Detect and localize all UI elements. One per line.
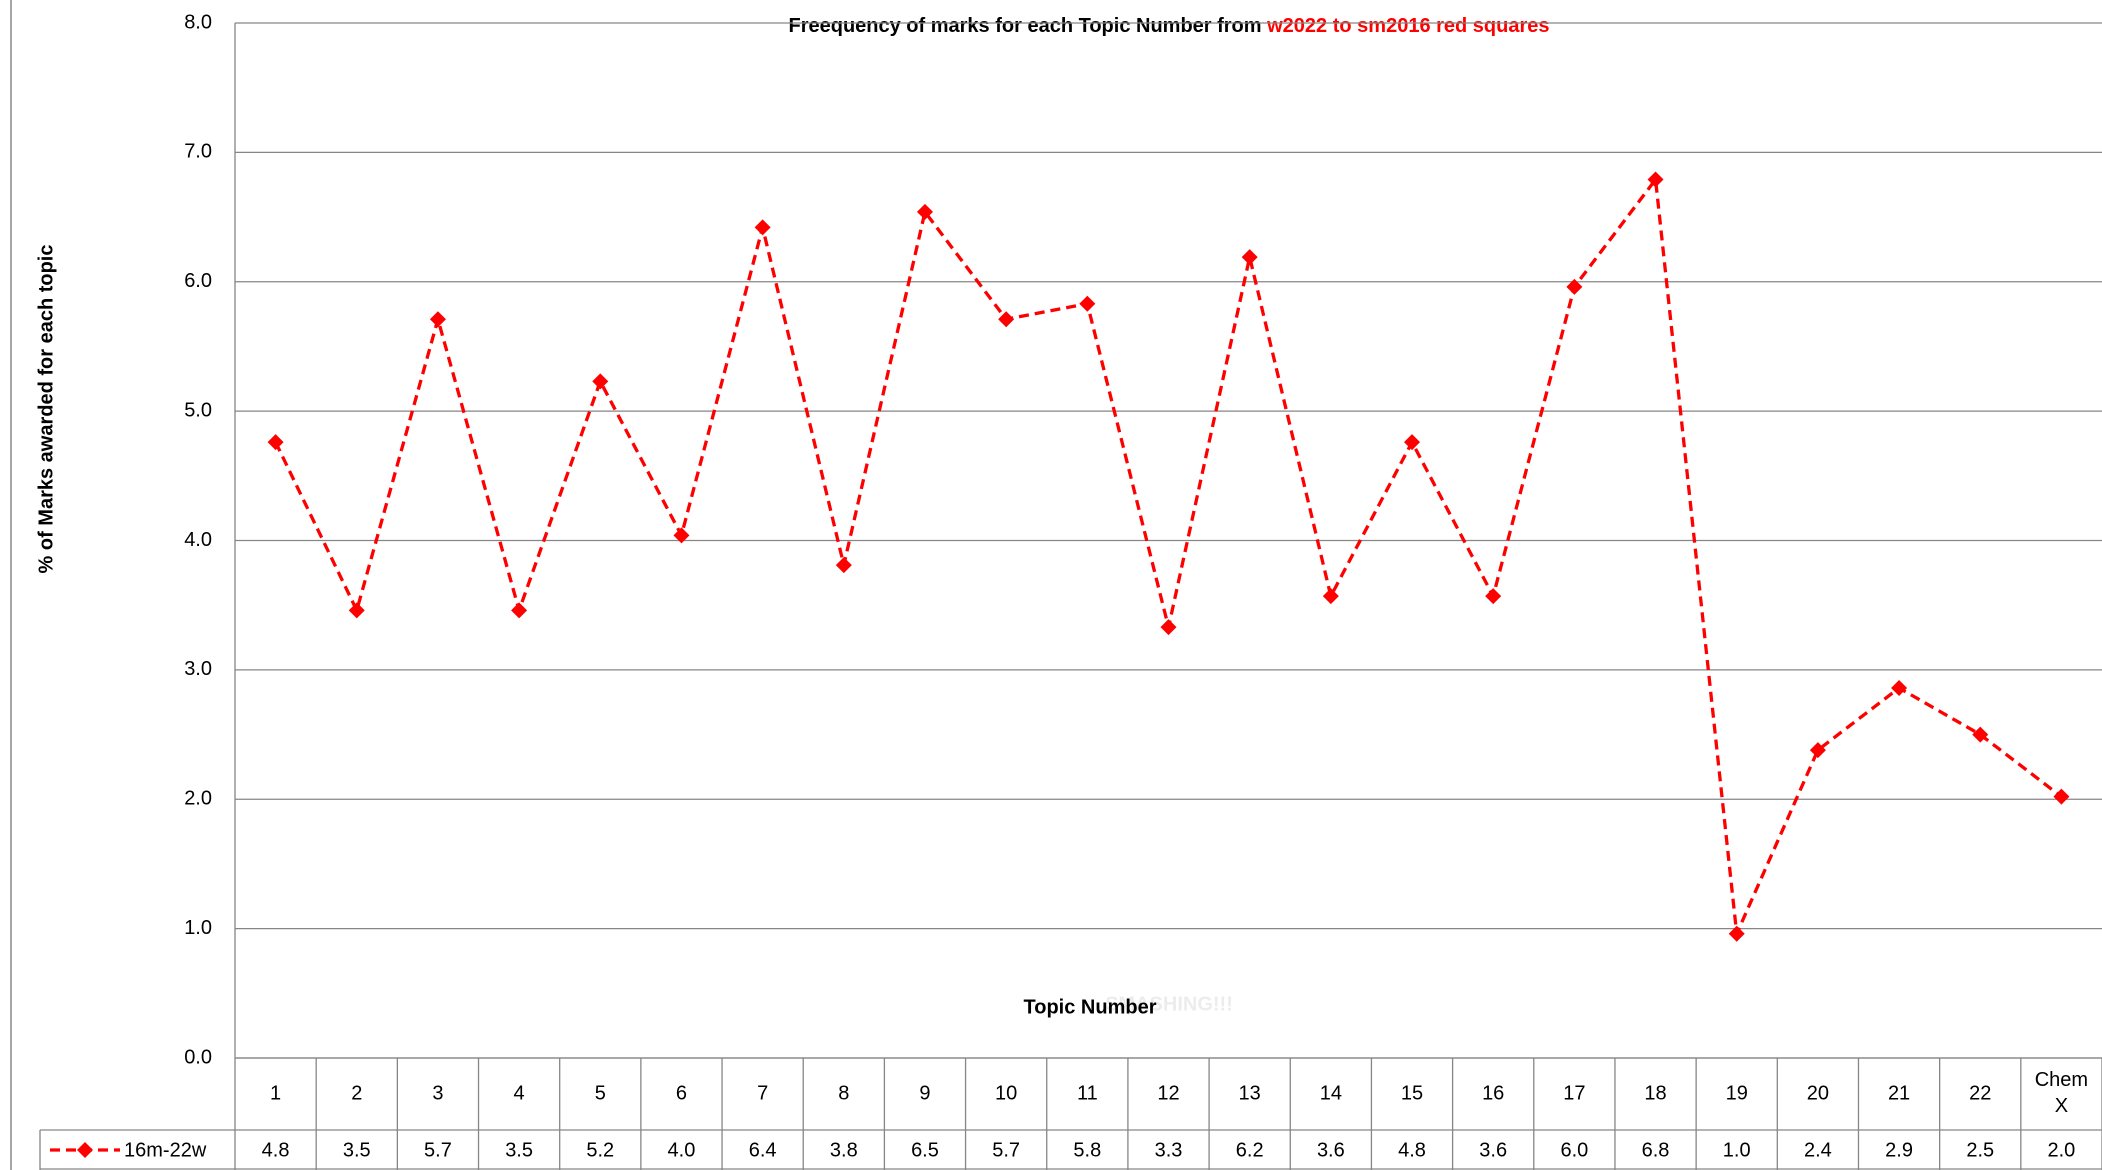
data-marker	[511, 602, 527, 618]
x-tick-label: 8	[838, 1082, 849, 1104]
x-tick-label: 7	[757, 1082, 768, 1104]
x-tick-label: 20	[1807, 1082, 1829, 1104]
value-label: 6.2	[1236, 1139, 1264, 1161]
y-tick-label: 8.0	[184, 11, 212, 33]
value-label: 5.7	[992, 1139, 1020, 1161]
x-tick-label: 18	[1644, 1082, 1666, 1104]
data-marker	[998, 311, 1014, 327]
legend-marker	[77, 1142, 93, 1158]
x-tick-label: 11	[1077, 1082, 1098, 1104]
value-label: 3.5	[343, 1139, 371, 1161]
y-tick-label: 2.0	[184, 788, 212, 810]
x-tick-label: 16	[1482, 1082, 1504, 1104]
value-label: 2.0	[2048, 1139, 2076, 1161]
x-tick-label: 21	[1888, 1082, 1910, 1104]
x-tick-label: 9	[919, 1082, 930, 1104]
data-marker	[2053, 789, 2069, 805]
y-tick-label: 7.0	[184, 141, 212, 163]
value-label: 6.4	[749, 1139, 777, 1161]
data-line	[276, 180, 2062, 934]
y-tick-label: 0.0	[184, 1046, 212, 1068]
value-label: 2.9	[1885, 1139, 1913, 1161]
value-label: 5.8	[1073, 1139, 1101, 1161]
data-marker	[430, 311, 446, 327]
data-marker	[1079, 296, 1095, 312]
x-tick-label: 1	[270, 1082, 281, 1104]
y-tick-label: 6.0	[184, 270, 212, 292]
value-label: 4.0	[668, 1139, 696, 1161]
x-tick-label: 6	[676, 1082, 687, 1104]
title-highlight: w2022 to sm2016 red squares	[1266, 15, 1549, 37]
value-label: 5.2	[586, 1139, 614, 1161]
x-tick-label: 2	[351, 1082, 362, 1104]
data-marker	[755, 219, 771, 235]
y-tick-label: 1.0	[184, 917, 212, 939]
x-tick-label: 10	[995, 1082, 1017, 1104]
value-label: 1.0	[1723, 1139, 1751, 1161]
x-tick-label: 3	[432, 1082, 443, 1104]
value-label: 5.7	[424, 1139, 452, 1161]
value-label: 4.8	[262, 1139, 290, 1161]
x-tick-label: 12	[1157, 1082, 1179, 1104]
value-label: 3.6	[1479, 1139, 1507, 1161]
value-label: 4.8	[1398, 1139, 1426, 1161]
value-label: 3.6	[1317, 1139, 1345, 1161]
x-tick-label: 13	[1239, 1082, 1261, 1104]
value-label: 6.5	[911, 1139, 939, 1161]
x-tick-label: 22	[1969, 1082, 1991, 1104]
data-marker	[1242, 249, 1258, 265]
data-marker	[349, 602, 365, 618]
x-tick-label: 14	[1320, 1082, 1342, 1104]
title-text: Freequency of marks for each Topic Numbe…	[788, 15, 1267, 37]
x-tick-label: 15	[1401, 1082, 1423, 1104]
x-tick-label: 17	[1563, 1082, 1585, 1104]
x-tick-label: 19	[1726, 1082, 1748, 1104]
x-tick-label: 5	[595, 1082, 606, 1104]
value-label: 3.8	[830, 1139, 858, 1161]
chart-title: Freequency of marks for each Topic Numbe…	[788, 15, 1549, 37]
data-marker	[1161, 619, 1177, 635]
data-marker	[1323, 588, 1339, 604]
x-tick-label: 4	[514, 1082, 525, 1104]
data-marker	[1404, 434, 1420, 450]
data-marker	[1485, 588, 1501, 604]
data-marker	[268, 434, 284, 450]
value-label: 6.0	[1560, 1139, 1588, 1161]
value-label: 2.5	[1966, 1139, 1994, 1161]
value-label: 3.3	[1155, 1139, 1183, 1161]
x-axis-label: Topic Number	[1024, 996, 1157, 1018]
y-tick-label: 3.0	[184, 658, 212, 680]
data-marker	[1891, 680, 1907, 696]
chart: SMASHING!!! Freequency of marks for each…	[0, 0, 2102, 1170]
value-label: 3.5	[505, 1139, 533, 1161]
legend-label: 16m-22w	[124, 1139, 207, 1161]
data-marker	[592, 373, 608, 389]
y-tick-label: 4.0	[184, 529, 212, 551]
value-label: 6.8	[1642, 1139, 1670, 1161]
y-axis-label: % of Marks awarded for each topic	[35, 245, 57, 574]
data-marker	[836, 557, 852, 573]
value-label: 2.4	[1804, 1139, 1832, 1161]
y-tick-label: 5.0	[184, 399, 212, 421]
